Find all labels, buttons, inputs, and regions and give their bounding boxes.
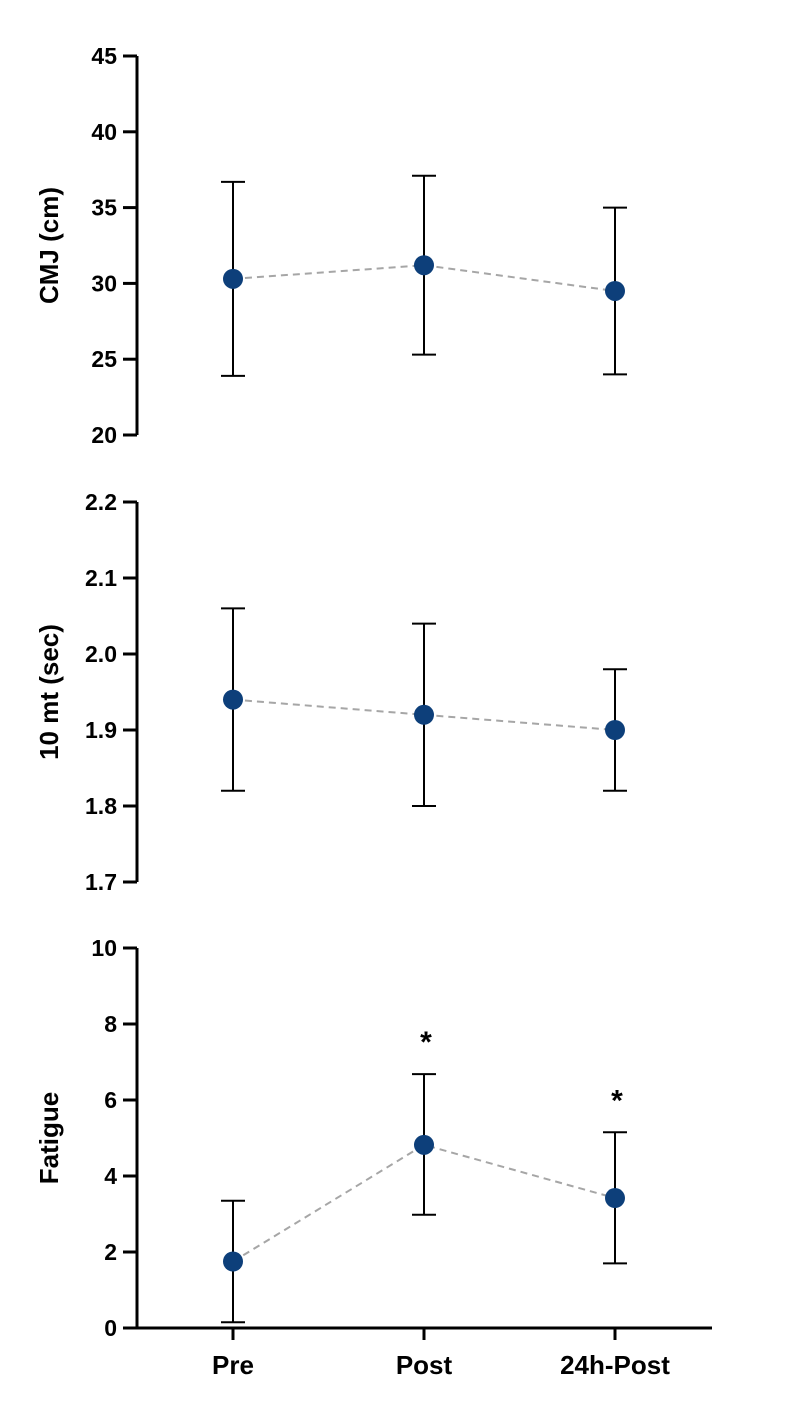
panel3-y-axis-title: Fatigue bbox=[34, 1092, 64, 1184]
panel1-y-axis-title: CMJ (cm) bbox=[34, 187, 64, 304]
panel2-y-tick-label: 2.1 bbox=[85, 565, 117, 591]
panel3-y-tick-label: 4 bbox=[104, 1163, 117, 1189]
panel1-data-point bbox=[223, 268, 243, 289]
panel3-x-tick-label: Pre bbox=[212, 1350, 254, 1380]
panel2-data-point bbox=[605, 720, 625, 740]
panel1-series-line bbox=[232, 264, 616, 292]
panel3-data-point bbox=[414, 1134, 434, 1155]
panel3-x-tick-label: Post bbox=[396, 1350, 453, 1380]
panel2-data-point bbox=[414, 704, 434, 725]
panel3-y-tick-label: 0 bbox=[104, 1315, 117, 1341]
panel3-y-tick-label: 8 bbox=[104, 1011, 117, 1037]
panel3-y-tick-label: 10 bbox=[91, 935, 117, 961]
panel3-data-point bbox=[223, 1251, 243, 1272]
panel1-y-tick-label: 30 bbox=[91, 270, 117, 296]
panel2-y-tick-label: 1.7 bbox=[85, 869, 117, 895]
panel3-data-point bbox=[605, 1188, 625, 1209]
panel2-series-line bbox=[232, 698, 616, 731]
panel2-data-point bbox=[223, 689, 243, 710]
panel1-data-point bbox=[414, 255, 434, 276]
panel1-y-tick-label: 20 bbox=[91, 422, 117, 448]
panel3-y-tick-label: 6 bbox=[104, 1087, 117, 1113]
panel2-y-tick-label: 2.2 bbox=[85, 489, 117, 515]
panel2-y-tick-label: 1.8 bbox=[85, 793, 117, 819]
panel3-y-tick-label: 2 bbox=[104, 1239, 117, 1265]
panel1-data-point bbox=[605, 280, 625, 301]
panel3-significance-star: * bbox=[420, 1026, 432, 1059]
panel3-significance-star: * bbox=[611, 1084, 623, 1117]
panel1-y-tick-label: 40 bbox=[91, 119, 117, 145]
panel3-x-tick-label: 24h-Post bbox=[560, 1350, 670, 1380]
panel1-y-tick-label: 25 bbox=[91, 346, 117, 372]
panel2-y-axis-title: 10 mt (sec) bbox=[34, 624, 64, 760]
panel1-y-tick-label: 35 bbox=[91, 195, 117, 221]
panel3-series-line bbox=[232, 1143, 616, 1263]
panel1-y-tick-label: 45 bbox=[91, 43, 117, 69]
panel2-y-tick-label: 2.0 bbox=[85, 641, 117, 667]
panel2-y-tick-label: 1.9 bbox=[85, 717, 117, 743]
